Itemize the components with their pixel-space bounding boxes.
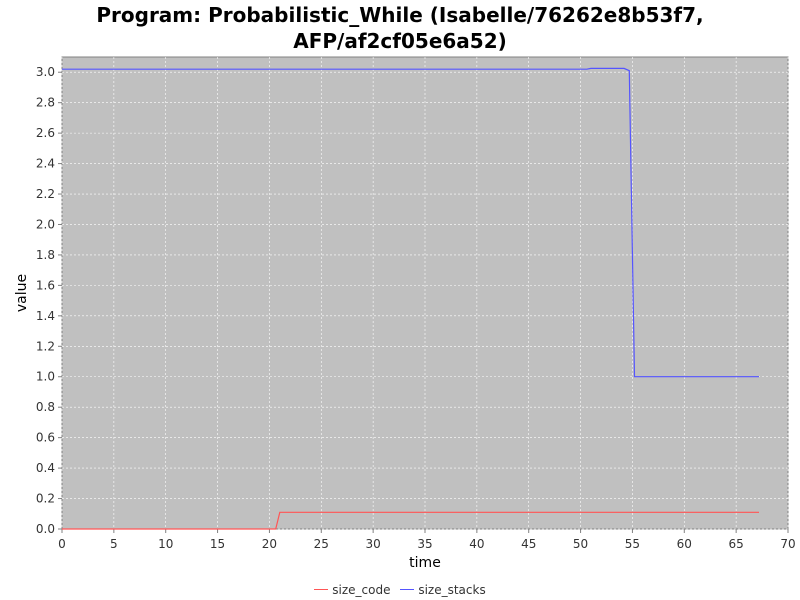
legend-item-size-stacks: size_stacks xyxy=(400,582,486,597)
line-chart: 0 5 10 15 20 25 30 35 40 45 50 55 60 65 70 0.00.20.40.… xyxy=(14,56,796,571)
series-line-size-stacks xyxy=(62,67,759,378)
x-tick-label: 0 xyxy=(58,537,66,551)
y-tick-label: 1.8 xyxy=(36,248,55,262)
y-tick-label: 2.4 xyxy=(36,157,55,171)
y-tick-label: 0.0 xyxy=(36,522,55,536)
y-tick-label: 2.2 xyxy=(36,187,55,201)
y-tick-label: 0.4 xyxy=(36,461,55,475)
y-tick-label: 2.8 xyxy=(36,96,55,110)
y-tick-label: 0.2 xyxy=(36,492,55,506)
x-tick-label: 35 xyxy=(417,537,432,551)
series-lines xyxy=(62,67,759,530)
x-tick-label: 70 xyxy=(780,537,795,551)
x-tick-label: 60 xyxy=(677,537,692,551)
x-tick-label: 10 xyxy=(158,537,173,551)
y-tick-label: 1.6 xyxy=(36,278,55,292)
x-tick-label: 30 xyxy=(366,537,381,551)
y-tick-label: 1.2 xyxy=(36,339,55,353)
x-tick-label: 5 xyxy=(110,537,118,551)
x-tick-label: 55 xyxy=(625,537,640,551)
x-tick-label: 40 xyxy=(469,537,484,551)
x-tick-label: 20 xyxy=(262,537,277,551)
y-tick-label: 3.0 xyxy=(36,65,55,79)
y-tick-label: 1.4 xyxy=(36,309,55,323)
legend-swatch-size-code xyxy=(314,589,329,590)
legend-swatch-size-stacks xyxy=(400,589,415,590)
legend-label-size-stacks: size_stacks xyxy=(418,582,486,597)
y-tick-label: 2.6 xyxy=(36,126,55,140)
x-tick-label: 45 xyxy=(521,537,536,551)
y-tick-label: 2.0 xyxy=(36,217,55,231)
x-tick-label: 65 xyxy=(729,537,744,551)
chart-title-line-1: Program: Probabilistic_While (Isabelle/7… xyxy=(96,3,704,27)
y-tick-label: 1.0 xyxy=(36,370,55,384)
x-tick-label: 50 xyxy=(573,537,588,551)
x-axis-ticks: 0 5 10 15 20 25 30 35 40 45 50 55 60 65 70 xyxy=(58,529,796,551)
x-tick-label: 25 xyxy=(314,537,329,551)
legend-item-size-code: size_code xyxy=(314,582,391,597)
chart-title: Program: Probabilistic_While (Isabelle/7… xyxy=(0,2,800,54)
legend-label-size-code: size_code xyxy=(332,582,391,597)
grid-lines xyxy=(61,57,789,530)
x-axis-label: time xyxy=(409,555,441,571)
y-tick-label: 0.8 xyxy=(36,400,55,414)
y-axis-label: value xyxy=(14,274,30,312)
y-axis-ticks: 0.0 0.2 0.4 0.6 0.8 1.0 1.2 1.4 1.6 1.8 2.0 2.2 2.4 2… xyxy=(36,65,62,536)
x-tick-label: 15 xyxy=(210,537,225,551)
series-line-size-code xyxy=(62,511,759,530)
y-tick-label: 0.6 xyxy=(36,431,55,445)
chart-title-line-2: AFP/af2cf05e6a52) xyxy=(293,29,507,53)
legend: size_code size_stacks xyxy=(0,579,800,597)
